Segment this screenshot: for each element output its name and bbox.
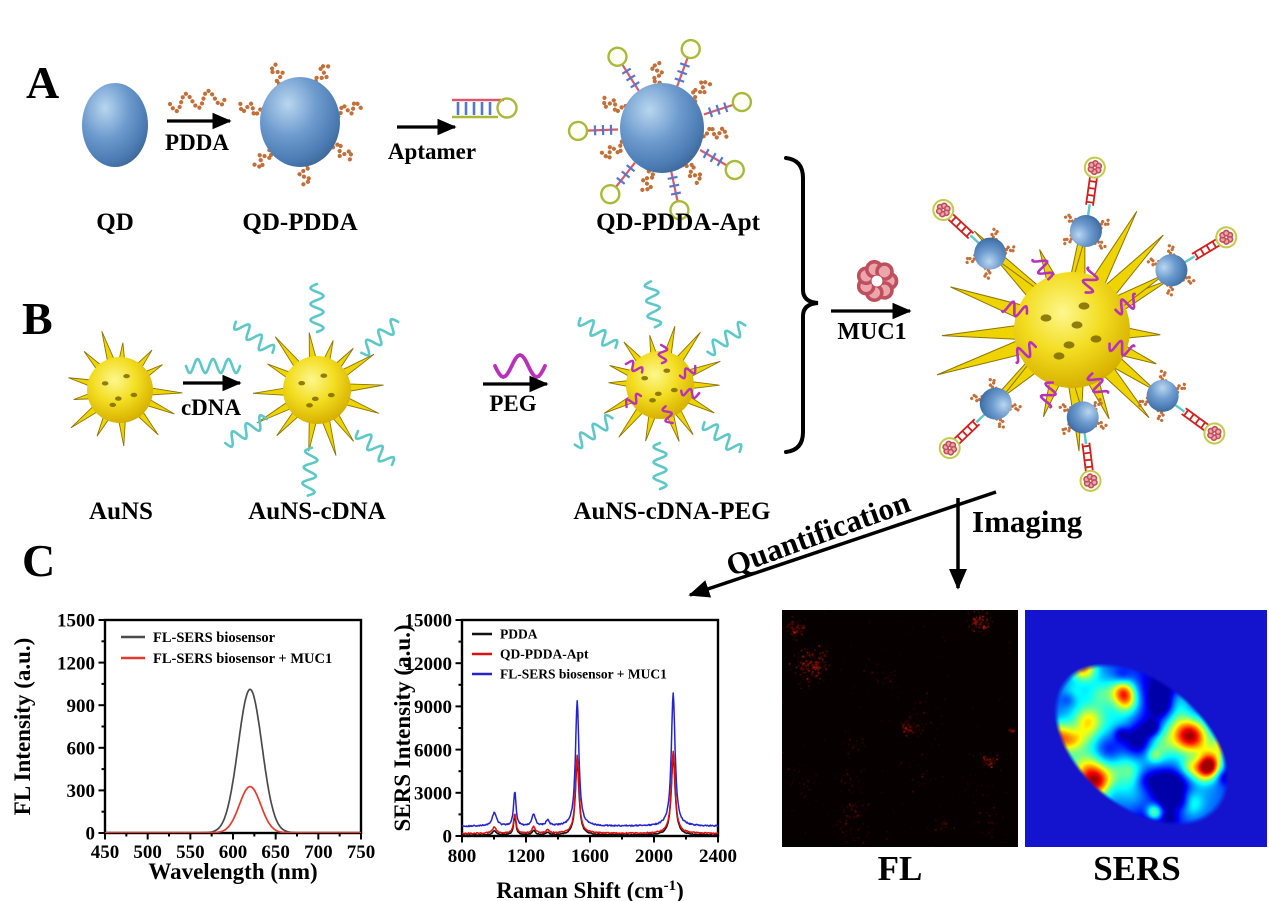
qd-pdda-label: QD-PDDA <box>242 209 358 236</box>
aptamer-arrow-label: Aptamer <box>387 139 477 164</box>
svg-text:9000: 9000 <box>414 697 452 718</box>
svg-text:750: 750 <box>347 842 376 863</box>
panel-c-label: C <box>22 535 56 586</box>
svg-text:Raman Shift (cm-1): Raman Shift (cm-1) <box>496 878 684 901</box>
peg-arrow-label: PEG <box>489 391 537 416</box>
svg-text:700: 700 <box>304 842 333 863</box>
qd-pdda-apt-icon <box>567 38 753 221</box>
auns-cdna-label: AuNS-cDNA <box>248 498 386 525</box>
svg-text:15000: 15000 <box>405 611 453 632</box>
svg-text:0: 0 <box>443 827 453 848</box>
fl-image-label: FL <box>877 849 923 888</box>
svg-text:450: 450 <box>91 842 120 863</box>
fl-spectrum-chart: 450 500 550 600 650 700 750 0 300 600 900 1200 1500 W… <box>10 611 376 884</box>
svg-text:12000: 12000 <box>405 654 453 675</box>
svg-text:600: 600 <box>67 738 96 759</box>
auns-cdna-peg-label: AuNS-cDNA-PEG <box>573 498 771 525</box>
svg-text:650: 650 <box>261 842 290 863</box>
muc1-arrow-label: MUC1 <box>837 319 907 345</box>
svg-text:500: 500 <box>133 842 162 863</box>
svg-text:1500: 1500 <box>57 611 95 632</box>
svg-text:FL-SERS biosensor + MUC1: FL-SERS biosensor + MUC1 <box>153 651 332 667</box>
assembled-biosensor-icon <box>932 156 1238 492</box>
muc1-flower-icon <box>856 260 899 302</box>
svg-text:300: 300 <box>67 781 96 802</box>
svg-text:600: 600 <box>219 842 248 863</box>
fl-microscopy-image <box>782 610 1018 847</box>
imaging-label: Imaging <box>972 504 1083 539</box>
aptamer-icon <box>452 97 518 119</box>
svg-text:PDDA: PDDA <box>500 627 538 642</box>
svg-text:FL Intensity (a.u.): FL Intensity (a.u.) <box>10 638 35 816</box>
svg-text:QD-PDDA-Apt: QD-PDDA-Apt <box>500 647 589 662</box>
svg-text:800: 800 <box>448 846 477 867</box>
svg-text:2000: 2000 <box>635 846 673 867</box>
auns-cdna-icon <box>223 282 400 497</box>
svg-text:1600: 1600 <box>571 846 609 867</box>
auns-icon <box>68 331 183 447</box>
pdda-arrow-label: PDDA <box>165 130 229 155</box>
svg-text:2400: 2400 <box>699 846 737 867</box>
svg-text:550: 550 <box>176 842 205 863</box>
svg-text:1200: 1200 <box>57 653 95 674</box>
svg-text:900: 900 <box>67 696 96 717</box>
svg-text:1200: 1200 <box>507 846 545 867</box>
svg-text:FL-SERS biosensor + MUC1: FL-SERS biosensor + MUC1 <box>500 667 667 682</box>
joining-bracket <box>784 156 819 454</box>
svg-text:Wavelength (nm): Wavelength (nm) <box>148 859 317 884</box>
sers-spectrum-chart: 800 1200 1600 2000 2400 0 3000 6000 9000 12000 150… <box>390 611 737 901</box>
svg-text:3000: 3000 <box>414 783 452 804</box>
qd-pdda-apt-label: QD-PDDA-Apt <box>596 209 760 236</box>
svg-text:SERS Intensity (a.u.): SERS Intensity (a.u.) <box>390 624 415 831</box>
panel-a-label: A <box>26 57 60 108</box>
sers-mapping-image <box>1025 610 1267 847</box>
panel-b-label: B <box>22 293 53 344</box>
auns-label: AuNS <box>89 498 153 525</box>
auns-cdna-peg-icon <box>573 280 747 491</box>
qd-label: QD <box>96 209 134 236</box>
sers-image-label: SERS <box>1093 849 1181 888</box>
qd-pdda-icon <box>237 59 366 189</box>
cdna-arrow-label: cDNA <box>180 395 242 420</box>
svg-text:FL-SERS biosensor: FL-SERS biosensor <box>153 630 276 646</box>
svg-text:0: 0 <box>86 824 96 845</box>
svg-text:6000: 6000 <box>414 740 452 761</box>
